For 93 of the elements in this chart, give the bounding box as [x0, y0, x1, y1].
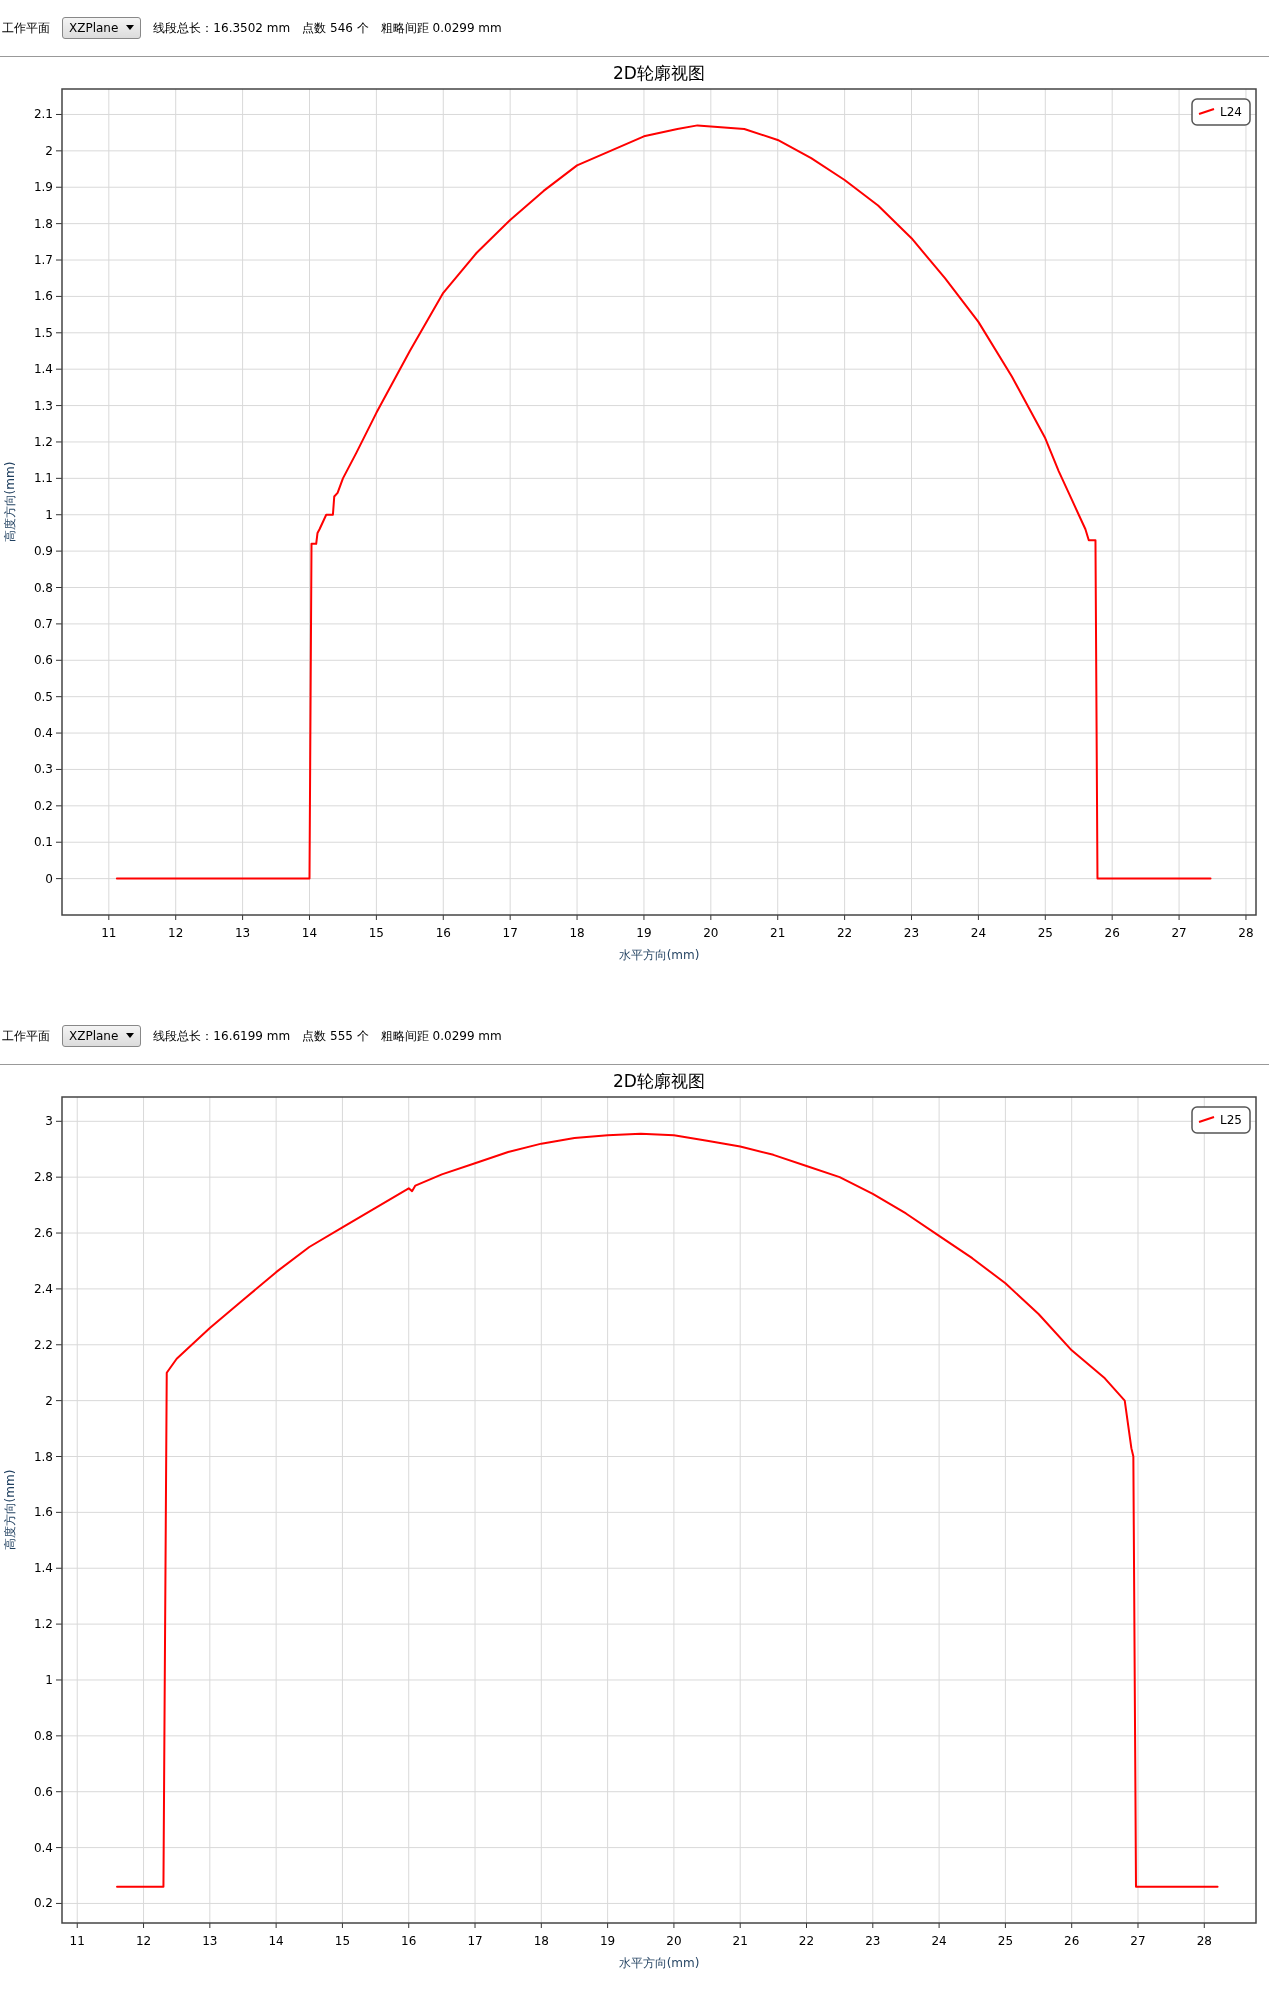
y-tick-label: 1 — [45, 507, 53, 522]
line-series — [116, 1132, 1219, 1888]
x-tick-label: 17 — [502, 926, 518, 940]
y-tick-label: 1.2 — [33, 1617, 53, 1632]
x-tick-label: 25 — [997, 1934, 1014, 1948]
y-tick-label: 2.4 — [33, 1281, 53, 1296]
y-tick-label: 1.1 — [33, 471, 53, 486]
x-tick-label: 23 — [865, 1934, 881, 1948]
y-tick-label: 1.8 — [33, 1449, 53, 1464]
x-tick-label: 16 — [401, 1934, 417, 1948]
y-tick-label: 0.6 — [33, 1784, 53, 1799]
y-tick-label: 1.6 — [33, 289, 53, 304]
text: 工作平面 — [2, 1027, 50, 1045]
y-tick-label: 0.3 — [33, 762, 53, 777]
x-tick-label: 22 — [798, 1934, 815, 1948]
x-tick-label: 20 — [666, 1934, 682, 1948]
x-axis-title: 水平方向(mm) — [618, 1956, 700, 1970]
y-tick-label: 2.2 — [33, 1337, 53, 1352]
text: 点数 555 个 — [302, 1027, 369, 1045]
x-tick-label: 14 — [268, 1934, 284, 1948]
y-tick-label: 0.8 — [33, 1728, 53, 1743]
y-tick-label: 1 — [45, 1672, 53, 1687]
y-tick-label: 2.8 — [33, 1170, 53, 1185]
chart-title: 2D轮廓视图 — [613, 63, 705, 83]
x-tick-label: 11 — [69, 1934, 85, 1948]
text: 线段总长：16.3502 mm — [153, 19, 291, 37]
x-tick-label: 26 — [1104, 926, 1120, 940]
x-tick-label: 26 — [1064, 1934, 1080, 1948]
y-tick-label: 3 — [45, 1114, 53, 1129]
y-tick-label: 1.4 — [33, 362, 53, 377]
y-tick-label: 0.1 — [33, 835, 53, 850]
y-tick-label: 0.2 — [33, 798, 53, 813]
text: 线段总长：16.6199 mm — [153, 1027, 291, 1045]
y-tick-label: 1.7 — [33, 253, 53, 268]
legend-label: L25 — [1220, 1113, 1242, 1127]
x-tick-label: 11 — [101, 926, 117, 940]
x-axis-title: 水平方向(mm) — [618, 948, 700, 962]
y-tick-label: 0.5 — [33, 689, 53, 704]
y-tick-label: 1.5 — [33, 325, 53, 340]
line-series — [115, 124, 1212, 880]
y-axis-title: 高度方向(mm) — [3, 461, 17, 543]
x-tick-label: 15 — [334, 1934, 351, 1948]
x-tick-label: 13 — [234, 926, 251, 940]
y-tick-label: 0 — [45, 871, 53, 886]
text: XZPlane — [69, 1029, 119, 1043]
y-tick-label: 1.9 — [33, 180, 53, 195]
chart-title: 2D轮廓视图 — [613, 1071, 705, 1091]
x-tick-label: 14 — [301, 926, 318, 940]
y-tick-label: 2 — [45, 143, 53, 158]
x-tick-label: 13 — [202, 1934, 218, 1948]
y-tick-label: 2.1 — [33, 107, 53, 122]
y-tick-label: 1.4 — [33, 1561, 53, 1576]
x-tick-label: 17 — [467, 1934, 483, 1948]
y-tick-label: 2 — [45, 1393, 53, 1408]
text: 粗略间距 0.0299 mm — [380, 1027, 502, 1045]
y-tick-label: 0.9 — [33, 544, 53, 559]
y-tick-label: 0.4 — [33, 1840, 53, 1855]
x-tick-label: 28 — [1238, 926, 1254, 940]
x-tick-label: 24 — [931, 1934, 947, 1948]
x-tick-label: 27 — [1130, 1934, 1146, 1948]
y-tick-label: 0.8 — [33, 580, 53, 595]
x-tick-label: 12 — [135, 1934, 152, 1948]
x-tick-label: 12 — [168, 926, 184, 940]
y-tick-label: 0.6 — [33, 653, 53, 668]
y-tick-label: 0.7 — [33, 616, 53, 631]
y-tick-label: 0.2 — [33, 1896, 53, 1911]
x-tick-label: 21 — [732, 1934, 748, 1948]
y-tick-label: 1.8 — [33, 216, 53, 231]
x-tick-label: 16 — [435, 926, 451, 940]
y-tick-label: 1.3 — [33, 398, 53, 413]
y-tick-label: 0.4 — [33, 726, 53, 741]
y-tick-label: 2.6 — [33, 1226, 53, 1241]
x-tick-label: 24 — [970, 926, 987, 940]
x-tick-label: 19 — [599, 1934, 616, 1948]
text: 粗略间距 0.0299 mm — [380, 19, 502, 37]
x-tick-label: 21 — [770, 926, 786, 940]
y-axis-title: 高度方向(mm) — [3, 1469, 17, 1551]
y-tick-label: 1.6 — [33, 1505, 53, 1520]
legend-label: L24 — [1220, 105, 1242, 119]
x-tick-label: 15 — [368, 926, 385, 940]
x-tick-label: 27 — [1171, 926, 1187, 940]
text: XZPlane — [69, 21, 119, 35]
x-tick-label: 19 — [636, 926, 652, 940]
y-tick-label: 1.2 — [33, 434, 53, 449]
x-tick-label: 23 — [903, 926, 920, 940]
text: 工作平面 — [2, 19, 50, 37]
x-tick-label: 25 — [1037, 926, 1053, 940]
x-tick-label: 22 — [836, 926, 853, 940]
x-tick-label: 18 — [533, 1934, 549, 1948]
x-tick-label: 18 — [569, 926, 585, 940]
text: 点数 546 个 — [302, 19, 369, 37]
x-tick-label: 28 — [1196, 1934, 1212, 1948]
x-tick-label: 20 — [703, 926, 719, 940]
